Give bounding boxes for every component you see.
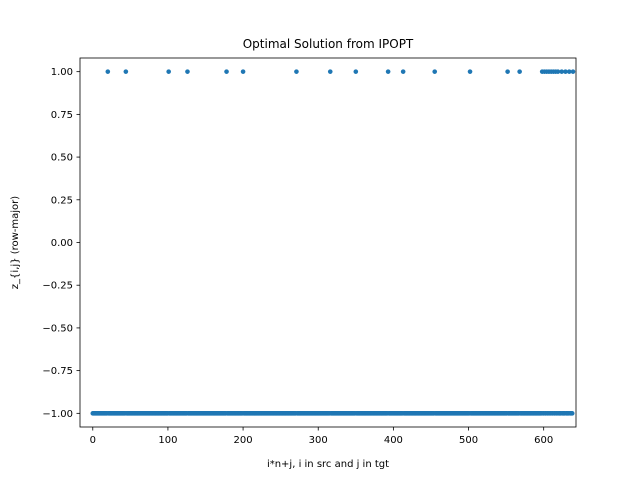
y-tick-label: −0.25 <box>42 281 73 292</box>
y-tick-label: 0.75 <box>51 110 73 121</box>
data-points <box>90 69 576 416</box>
data-point <box>566 69 572 74</box>
data-point <box>517 69 522 74</box>
data-point <box>555 69 561 74</box>
data-point <box>432 69 438 74</box>
data-point <box>563 69 568 74</box>
y-tick-label: −0.50 <box>42 323 73 334</box>
data-point <box>385 69 391 74</box>
data-point <box>185 69 190 74</box>
data-point <box>353 69 359 74</box>
y-tick-label: −1.00 <box>42 409 73 420</box>
x-tick-label: 200 <box>234 435 253 446</box>
y-tick-label: 0.00 <box>51 238 73 249</box>
x-tick-label: 300 <box>309 435 328 446</box>
x-axis-ticks: 0 100 200 300 400 500 600 <box>90 427 553 446</box>
x-tick-label: 0 <box>90 435 96 446</box>
y-tick-label: 0.25 <box>51 195 73 206</box>
x-tick-label: 600 <box>534 435 553 446</box>
x-tick-label: 400 <box>384 435 403 446</box>
data-point <box>559 69 565 74</box>
data-point <box>123 69 129 74</box>
data-point <box>467 69 473 74</box>
y-axis-ticks: −1.00 −0.75 −0.50 −0.25 0.00 0.25 0.50 0.75 1.00 <box>42 67 80 420</box>
x-tick-label: 500 <box>459 435 478 446</box>
data-point <box>327 69 333 74</box>
data-point <box>105 69 111 74</box>
y-axis-label: z_{i,j} (row-major) <box>10 196 21 289</box>
data-point <box>400 69 406 74</box>
x-axis-label: i*n+j, i in src and j in tgt <box>267 459 389 470</box>
data-point <box>505 69 510 74</box>
y-tick-label: 1.00 <box>51 67 73 78</box>
plot-frame <box>79 57 577 428</box>
data-point <box>224 69 229 74</box>
y-tick-label: 0.50 <box>51 153 73 164</box>
data-point <box>240 69 246 74</box>
data-point <box>166 69 171 74</box>
data-point <box>570 69 576 74</box>
x-tick-label: 100 <box>158 435 177 446</box>
chart-title: Optimal Solution from IPOPT <box>243 37 414 51</box>
data-point <box>569 411 575 416</box>
data-point <box>294 69 299 74</box>
y-tick-label: −0.75 <box>42 366 73 377</box>
